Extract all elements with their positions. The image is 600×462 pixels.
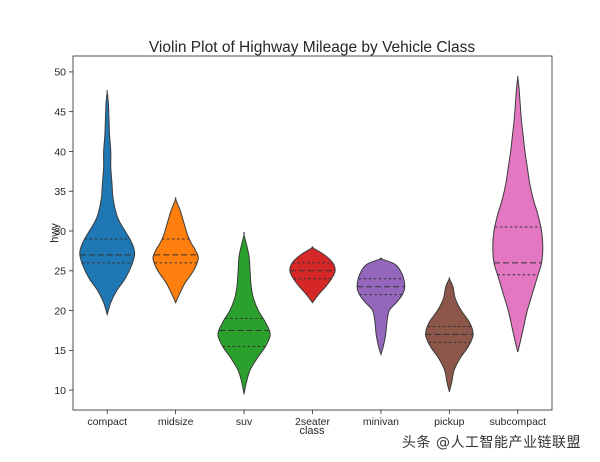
x-tick-label-compact: compact [87,416,127,428]
x-axis-ticks: compact midsize suv 2seater minivan pickup sub… [87,410,546,428]
violin-subcompact [492,75,544,353]
chart-title: Violin Plot of Highway Mileage by Vehicl… [149,39,475,56]
x-tick-label-suv: suv [236,416,253,428]
violins [79,75,544,395]
violin-midsize [152,197,199,304]
plot-area [72,55,553,411]
violin-body [152,197,199,304]
violin-body [356,257,406,357]
y-axis-label: hwy [49,223,61,243]
y-tick-label: 40 [54,146,66,158]
violin-suv [217,232,271,395]
violin-minivan [356,257,406,357]
violin-body [289,246,336,304]
y-tick-label: 30 [54,226,66,238]
violin-pickup [425,277,474,392]
y-tick-label: 45 [54,106,66,118]
y-tick-label: 20 [54,305,66,317]
x-axis-label: class [299,425,325,437]
violin-body [79,89,136,317]
y-tick-label: 25 [54,266,66,278]
violin-compact [79,89,136,317]
y-axis-ticks: 10 15 20 25 30 35 40 45 50 [54,67,73,397]
x-tick-label-minivan: minivan [363,416,399,428]
y-tick-label: 10 [54,385,66,397]
x-tick-label-subcompact: subcompact [489,416,546,428]
y-tick-label: 35 [54,186,66,198]
x-tick-label-midsize: midsize [158,416,194,428]
y-tick-label: 50 [54,67,66,79]
violin-2seater [289,246,336,304]
y-tick-label: 15 [54,345,66,357]
violin-body [492,75,544,353]
watermark-text: 头条 @人工智能产业链联盟 [402,435,581,451]
violin-body [217,232,271,395]
x-tick-label-2seater: 2seater [295,416,331,428]
x-tick-label-pickup: pickup [434,416,465,428]
